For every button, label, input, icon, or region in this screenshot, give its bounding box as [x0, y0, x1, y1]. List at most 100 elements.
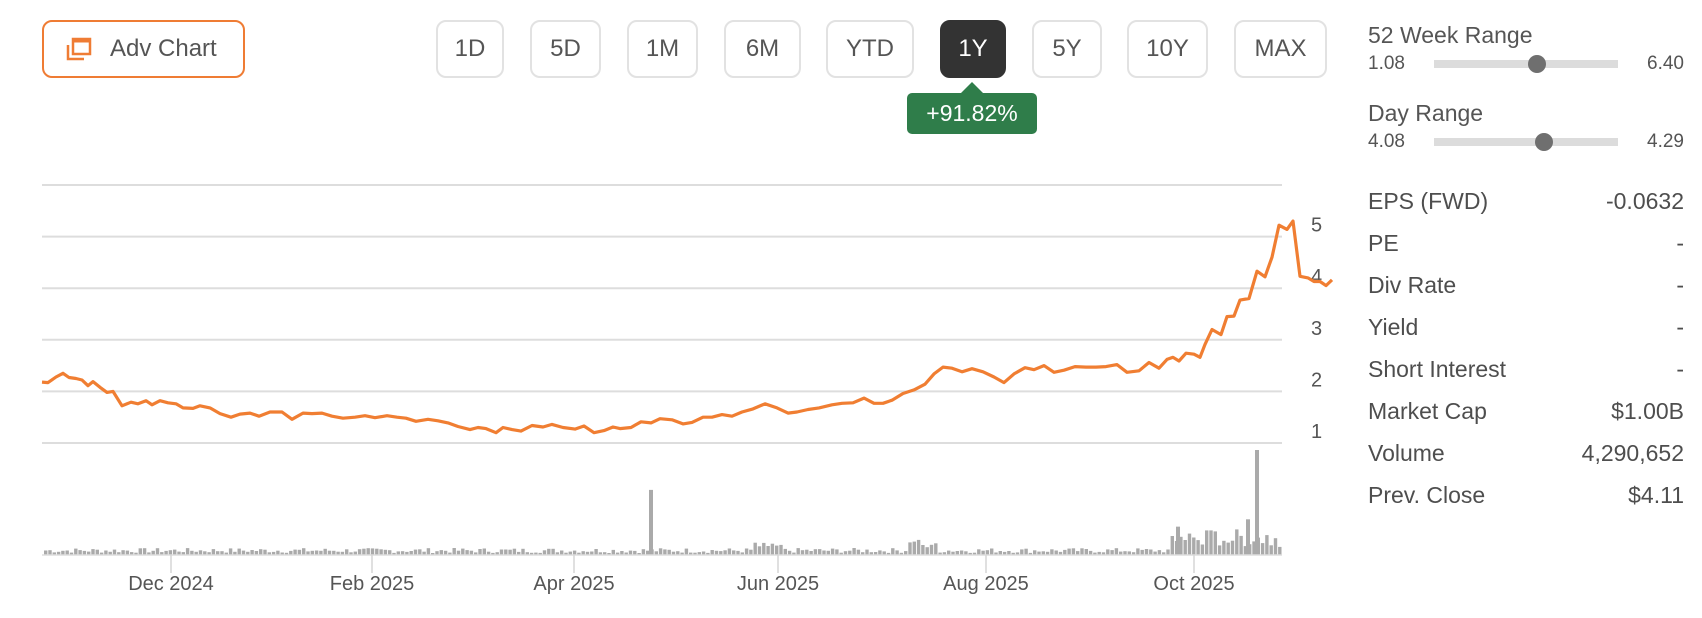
range-button-1m[interactable]: 1M [627, 20, 698, 78]
range-button-5y[interactable]: 5Y [1032, 20, 1102, 78]
volume-bar [603, 552, 607, 555]
volume-bar [443, 550, 448, 555]
stat-label: Yield [1368, 313, 1419, 340]
adv-chart-label: Adv Chart [110, 35, 217, 62]
volume-bar [598, 552, 603, 555]
volume-bar [302, 548, 306, 555]
volume-bar [1183, 540, 1187, 555]
range-button-ytd[interactable]: YTD [826, 20, 914, 78]
volume-bar [1239, 535, 1243, 555]
volume-bar [697, 552, 701, 555]
volume-bar [813, 549, 818, 555]
volume-bar [1110, 550, 1114, 555]
y-tick-label: 2 [1311, 369, 1322, 391]
volume-bar [104, 550, 108, 555]
volume-bar [727, 548, 732, 555]
range-button-5d[interactable]: 5D [530, 20, 601, 78]
volume-bar [689, 552, 693, 555]
range-button-1d[interactable]: 1D [436, 20, 504, 78]
volume-bar [1063, 549, 1067, 555]
volume-bar [297, 549, 302, 555]
volume-bar [843, 551, 848, 555]
volume-bar [250, 550, 254, 555]
volume-bar [916, 539, 921, 555]
volume-bar [551, 548, 555, 555]
volume-bar [701, 551, 706, 555]
volume-bar [478, 549, 482, 555]
volume-bar [529, 552, 534, 555]
volume-bar [177, 551, 181, 555]
volume-bar [1131, 552, 1136, 555]
x-tick-label: Dec 2024 [128, 573, 214, 595]
volume-bar [1020, 549, 1024, 555]
stat-row-volume: Volume 4,290,652 [1368, 432, 1684, 474]
adv-chart-button[interactable]: Adv Chart [42, 20, 245, 78]
range-button-10y[interactable]: 10Y [1127, 20, 1208, 78]
volume-bar [168, 550, 173, 555]
volume-bar [1106, 549, 1110, 555]
day-thumb [1535, 133, 1554, 151]
stat-value: 4,290,652 [1581, 439, 1684, 466]
volume-bar [289, 550, 293, 555]
volume-bar [977, 549, 981, 555]
volume-bar [1076, 551, 1080, 555]
volume-bar [1067, 548, 1071, 555]
price-chart[interactable]: 1 2 3 4 5 Dec 2024 Feb 2025 Apr 2025 Jun 2025 Aug… [0, 0, 1360, 618]
volume-bar [491, 552, 495, 555]
volume-bar [418, 549, 422, 555]
volume-bar [439, 550, 443, 555]
volume-spike [1255, 450, 1259, 555]
stat-row-yield: Yield - [1368, 306, 1684, 348]
volume-bar [426, 548, 431, 555]
volume-bar [233, 551, 237, 555]
range-button-max[interactable]: MAX [1234, 20, 1327, 78]
volume-bar [160, 552, 164, 555]
volume-bar [590, 551, 594, 555]
volume-bar [646, 550, 650, 555]
volume-bar [568, 551, 572, 555]
volume-bar [547, 548, 551, 555]
volume-bar [693, 552, 697, 555]
volume-bar [826, 550, 830, 555]
volume-bar [400, 551, 405, 555]
day-track [1434, 133, 1618, 151]
range-button-6m[interactable]: 6M [724, 20, 801, 78]
volume-bar [357, 549, 362, 555]
volume-bar [637, 553, 641, 555]
stat-value: - [1676, 355, 1684, 382]
day-range-title: Day Range [1368, 100, 1484, 126]
volume-bar [108, 551, 112, 555]
volume-bar [267, 552, 271, 555]
volume-bar [413, 549, 418, 555]
volume-bar [82, 550, 87, 555]
volume-bar [1024, 548, 1028, 555]
volume-bar [805, 549, 809, 555]
volume-bar [732, 550, 736, 555]
volume-bar [1235, 529, 1239, 555]
volume-bar [908, 542, 912, 555]
volume-bar [538, 552, 542, 555]
volume-bar [383, 549, 388, 555]
volume-bar [306, 551, 310, 555]
range-button-1y[interactable]: 1Y [940, 20, 1006, 78]
volume-bar [865, 549, 869, 555]
volume-bar [542, 550, 547, 555]
volume-bar [99, 552, 104, 555]
volume-bar [155, 548, 160, 555]
volume-bar [280, 552, 284, 555]
volume-bar [951, 551, 955, 555]
volume-bar [809, 551, 813, 555]
volume-bar [52, 552, 56, 555]
volume-bar [818, 549, 822, 555]
volume-bar [929, 544, 934, 555]
price-line [41, 219, 1334, 435]
volume-bar [95, 549, 99, 555]
volume-bar [48, 550, 52, 555]
volume-bar [886, 552, 891, 555]
volume-spike [1176, 526, 1180, 555]
x-tick-label: Jun 2025 [737, 573, 819, 595]
volume-bar [899, 552, 904, 555]
volume-bar [921, 545, 925, 555]
volume-bar [873, 552, 878, 555]
stat-row-div-rate: Div Rate - [1368, 264, 1684, 306]
